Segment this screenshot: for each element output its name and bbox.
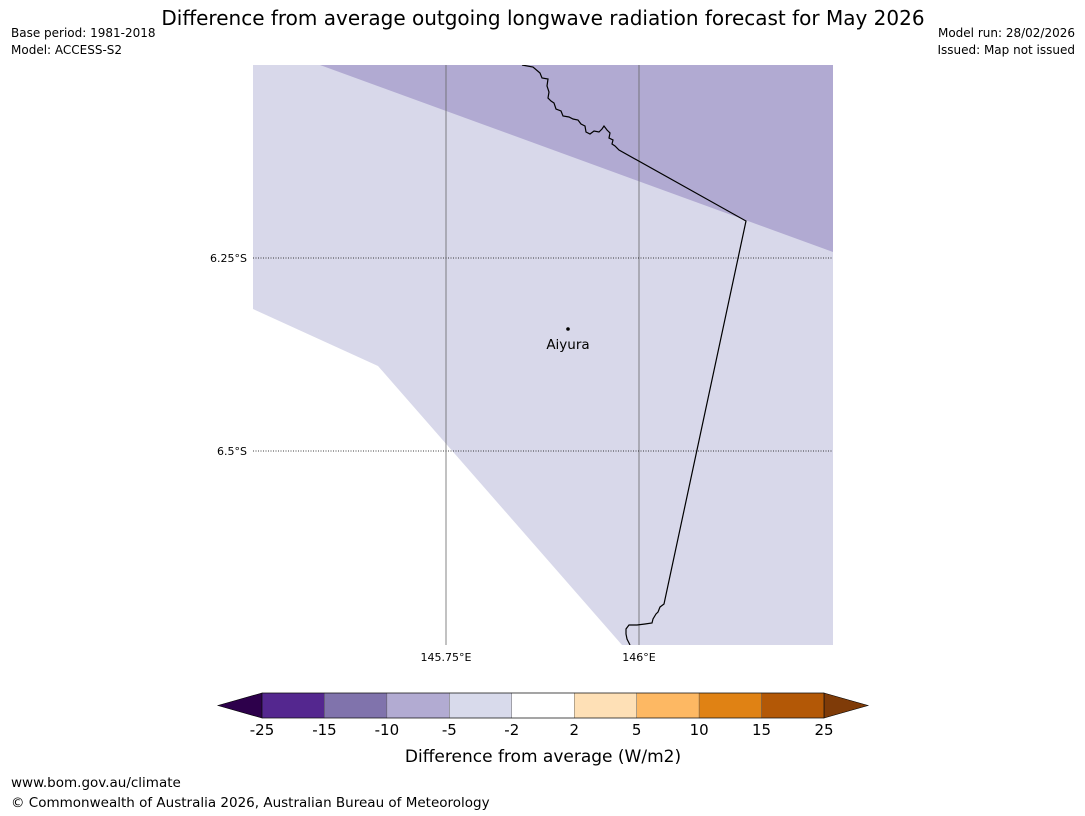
colorbar-extend-low	[216, 692, 263, 719]
model-text: Model: ACCESS-S2	[11, 43, 123, 57]
longitude-label-145-75: 145.75°E	[421, 651, 472, 664]
aiyura-label: Aiyura	[546, 337, 589, 353]
colorbar-extend-high	[823, 692, 870, 719]
latitude-label-6-25: 6.25°S	[210, 252, 247, 265]
colorbar-outline	[261, 692, 825, 719]
colorbar-bins	[261, 692, 825, 719]
colorbar-bin	[574, 692, 637, 719]
colorbar-tick-label: 15	[752, 721, 771, 739]
base-period-text: Base period: 1981-2018	[11, 26, 156, 40]
colorbar-tick-label: -5	[442, 721, 457, 739]
colorbar-bin	[698, 692, 762, 719]
longitude-label-146: 146°E	[622, 651, 655, 664]
anomaly-region-minus5-minus2	[253, 65, 833, 645]
colorbar-bin	[761, 692, 825, 719]
colorbar-tick-label: 25	[814, 721, 833, 739]
aiyura-marker	[566, 327, 570, 331]
latitude-label-6-5: 6.5°S	[217, 445, 247, 458]
colorbar-ticks: -25 -15 -10 -5 -2 2 5 10 15 25	[250, 721, 834, 739]
footer-copyright: © Commonwealth of Australia 2026, Austra…	[11, 795, 490, 811]
colorbar-bin	[261, 692, 325, 719]
colorbar: -25 -15 -10 -5 -2 2 5 10 15 25	[216, 692, 870, 739]
colorbar-tick-label: 2	[569, 721, 579, 739]
colorbar-bin	[636, 692, 700, 719]
colorbar-tick-label: -25	[250, 721, 275, 739]
colorbar-title: Difference from average (W/m2)	[405, 747, 681, 767]
coastline-border	[521, 65, 747, 645]
colorbar-tick-label: -10	[375, 721, 400, 739]
map-title: Difference from average outgoing longwav…	[161, 6, 925, 30]
anomaly-region-minus10-minus5	[320, 65, 833, 252]
colorbar-bin	[449, 692, 512, 719]
colorbar-tick-label: -2	[504, 721, 519, 739]
colorbar-bin	[511, 692, 575, 719]
issued-text: Issued: Map not issued	[937, 43, 1075, 57]
colorbar-bin	[324, 692, 388, 719]
model-run-text: Model run: 28/02/2026	[937, 26, 1075, 40]
colorbar-bin	[386, 692, 450, 719]
colorbar-tick-label: -15	[312, 721, 337, 739]
meta-right: Model run: 28/02/2026 Issued: Map not is…	[937, 25, 1075, 59]
map-area	[253, 65, 833, 645]
colorbar-tick-label: 5	[632, 721, 642, 739]
meta-left: Base period: 1981-2018 Model: ACCESS-S2	[11, 25, 156, 59]
colorbar-tick-label: 10	[690, 721, 709, 739]
footer-url[interactable]: www.bom.gov.au/climate	[11, 775, 181, 791]
